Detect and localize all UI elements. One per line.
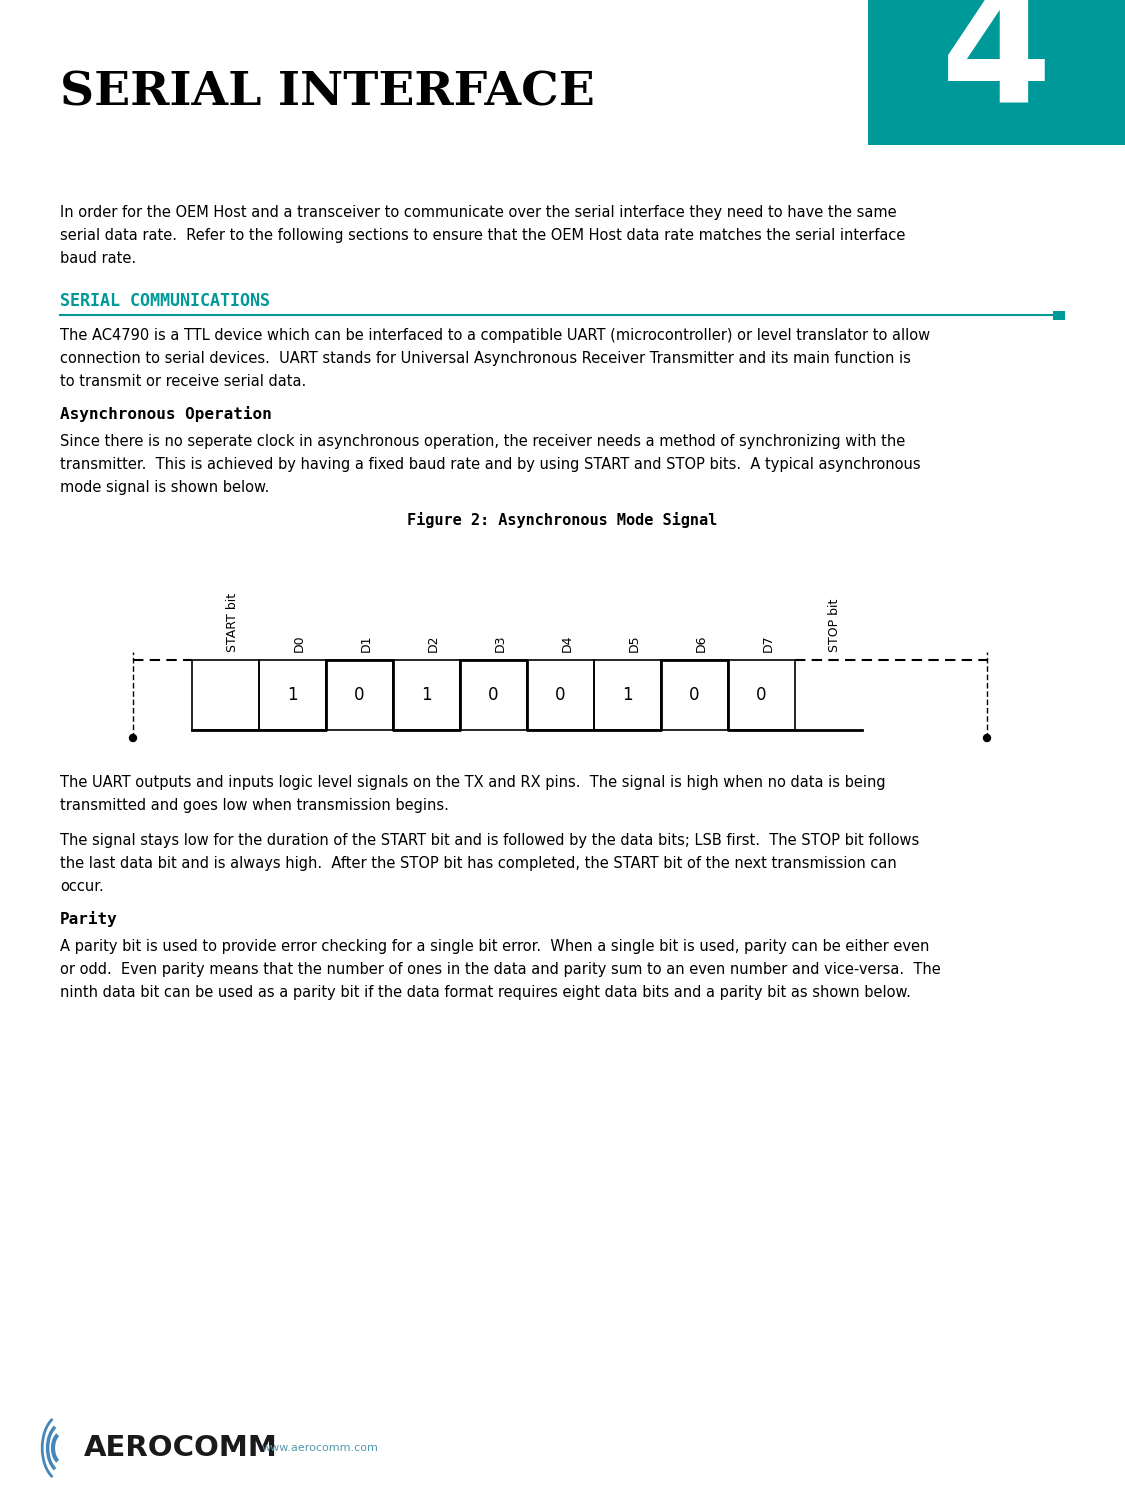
Bar (326, 660, 393, 730)
Bar (662, 660, 728, 730)
Bar (259, 660, 326, 730)
Text: Figure 2: Asynchronous Mode Signal: Figure 2: Asynchronous Mode Signal (407, 512, 717, 528)
Circle shape (983, 735, 990, 741)
Bar (662, 660, 728, 730)
Bar (326, 660, 393, 730)
Text: D1: D1 (360, 634, 372, 652)
Text: Since there is no seperate clock in asynchronous operation, the receiver needs a: Since there is no seperate clock in asyn… (60, 433, 920, 495)
Text: 0: 0 (756, 686, 767, 703)
Text: The signal stays low for the duration of the START bit and is followed by the da: The signal stays low for the duration of… (60, 833, 919, 894)
Text: D0: D0 (292, 634, 306, 652)
Circle shape (129, 735, 136, 741)
Bar (594, 660, 661, 730)
Text: A parity bit is used to provide error checking for a single bit error.  When a s: A parity bit is used to provide error ch… (60, 939, 940, 999)
Text: Asynchronous Operation: Asynchronous Operation (60, 406, 272, 422)
Text: START bit: START bit (225, 592, 238, 652)
Text: SERIAL INTERFACE: SERIAL INTERFACE (60, 69, 595, 116)
Text: 1: 1 (622, 686, 632, 703)
Text: www.aerocomm.com: www.aerocomm.com (262, 1443, 379, 1454)
Bar (192, 660, 259, 730)
Text: 1: 1 (287, 686, 298, 703)
Bar (460, 660, 526, 730)
Text: The AC4790 is a TTL device which can be interfaced to a compatible UART (microco: The AC4790 is a TTL device which can be … (60, 328, 930, 388)
Text: D7: D7 (762, 634, 774, 652)
Text: D6: D6 (694, 634, 708, 652)
Text: 0: 0 (556, 686, 566, 703)
Text: 0: 0 (354, 686, 364, 703)
Text: D3: D3 (494, 634, 506, 652)
Bar (594, 660, 661, 730)
Bar (728, 660, 795, 730)
Text: AEROCOMM: AEROCOMM (84, 1434, 278, 1462)
Bar (393, 660, 460, 730)
Text: D4: D4 (560, 634, 574, 652)
Text: In order for the OEM Host and a transceiver to communicate over the serial inter: In order for the OEM Host and a transcei… (60, 206, 906, 266)
Bar (460, 660, 526, 730)
Text: D5: D5 (628, 634, 640, 652)
Bar (393, 660, 460, 730)
Bar (1053, 310, 1065, 320)
Bar (868, 0, 1125, 146)
Text: SERIAL COMMUNICATIONS: SERIAL COMMUNICATIONS (60, 292, 270, 310)
Bar (259, 660, 326, 730)
Text: 1: 1 (421, 686, 432, 703)
Text: 4: 4 (940, 0, 1052, 135)
Bar (526, 660, 594, 730)
Bar (728, 660, 795, 730)
Bar (526, 660, 594, 730)
Text: The UART outputs and inputs logic level signals on the TX and RX pins.  The sign: The UART outputs and inputs logic level … (60, 776, 885, 813)
Text: 0: 0 (690, 686, 700, 703)
Text: STOP bit: STOP bit (828, 598, 842, 652)
Text: Parity: Parity (60, 910, 118, 927)
Bar (192, 660, 259, 730)
Text: 0: 0 (488, 686, 498, 703)
Text: D2: D2 (426, 634, 440, 652)
